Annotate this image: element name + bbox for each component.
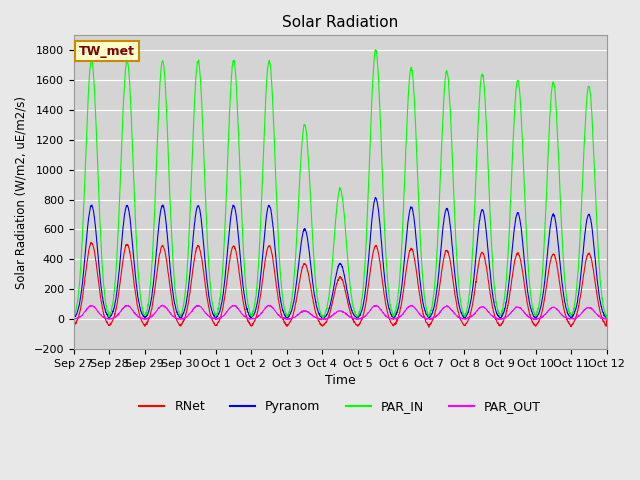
Title: Solar Radiation: Solar Radiation — [282, 15, 398, 30]
Legend: RNet, Pyranom, PAR_IN, PAR_OUT: RNet, Pyranom, PAR_IN, PAR_OUT — [134, 395, 546, 418]
Y-axis label: Solar Radiation (W/m2, uE/m2/s): Solar Radiation (W/m2, uE/m2/s) — [15, 96, 28, 288]
X-axis label: Time: Time — [324, 374, 356, 387]
Text: TW_met: TW_met — [79, 45, 135, 58]
